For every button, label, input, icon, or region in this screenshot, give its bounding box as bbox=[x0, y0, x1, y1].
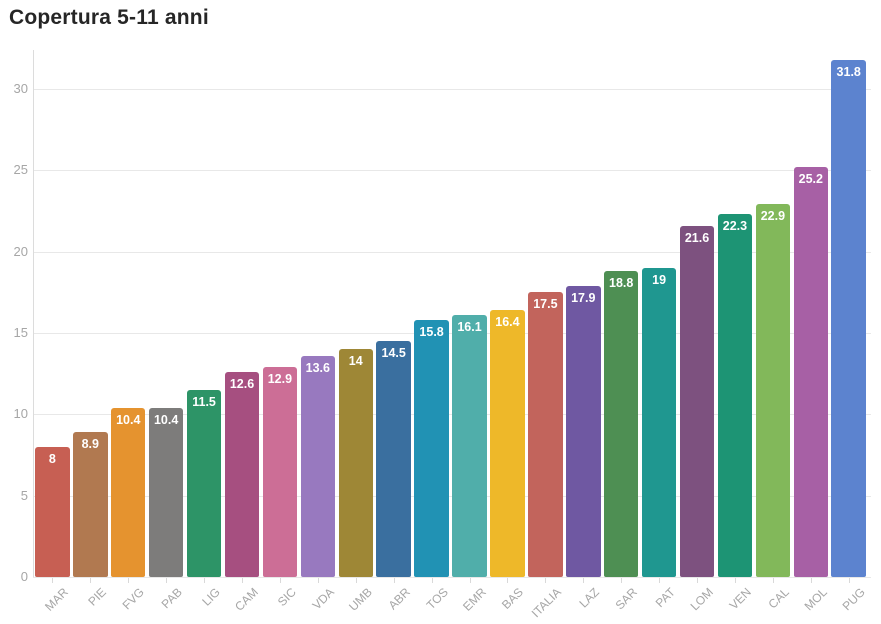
x-axis-tick bbox=[469, 578, 471, 583]
x-axis-tick bbox=[204, 578, 206, 583]
x-axis-tick bbox=[507, 578, 509, 583]
x-axis-tick bbox=[659, 578, 661, 583]
gridline-30 bbox=[33, 88, 871, 90]
y-axis-tick-label: 25 bbox=[13, 162, 28, 178]
bar-VDA bbox=[300, 355, 336, 577]
y-axis-tick-label: 15 bbox=[13, 324, 28, 340]
bar-value-label: 16.1 bbox=[457, 320, 482, 335]
y-axis-line bbox=[33, 50, 34, 577]
x-axis-tick bbox=[166, 578, 168, 583]
bar-value-label: 31.8 bbox=[836, 64, 861, 79]
bar-CAM bbox=[224, 371, 260, 577]
bar-FVG bbox=[110, 407, 146, 577]
bar-PUG bbox=[831, 59, 866, 577]
bar-SAR bbox=[603, 271, 639, 577]
gridline-0 bbox=[33, 577, 871, 578]
y-axis-tick-label: 0 bbox=[20, 569, 28, 584]
x-axis-tick bbox=[697, 578, 699, 583]
bar-value-label: 19 bbox=[652, 272, 667, 287]
gridline-20 bbox=[33, 251, 871, 253]
bar-LIG bbox=[186, 389, 222, 577]
bar-value-label: 25.2 bbox=[798, 171, 823, 186]
bar-MOL bbox=[793, 166, 829, 577]
bar-value-label: 17.9 bbox=[571, 290, 596, 305]
x-axis-tick bbox=[621, 578, 623, 583]
bar-value-label: 14 bbox=[348, 354, 363, 369]
bar-LOM bbox=[679, 225, 715, 577]
x-axis-tick bbox=[431, 578, 433, 583]
x-axis-tick bbox=[90, 578, 92, 583]
y-axis-tick-label: 30 bbox=[13, 80, 28, 96]
bar-value-label: 18.8 bbox=[609, 276, 634, 291]
bar-value-label: 14.5 bbox=[381, 346, 406, 361]
x-axis-tick bbox=[772, 578, 774, 583]
x-axis-tick-label: MAR bbox=[42, 585, 72, 614]
x-axis-tick bbox=[810, 578, 812, 583]
bar-value-label: 22.3 bbox=[722, 219, 748, 234]
bar-value-label: 13.6 bbox=[305, 360, 330, 375]
bar-LAZ bbox=[566, 285, 601, 577]
x-axis-tick bbox=[242, 578, 243, 583]
x-axis-tick bbox=[545, 578, 547, 583]
bar-value-label: 16.4 bbox=[495, 315, 520, 330]
bar-UMB bbox=[338, 349, 373, 577]
x-axis-tick bbox=[52, 578, 54, 583]
x-axis-tick bbox=[583, 578, 585, 583]
bar-PAB bbox=[148, 407, 184, 577]
x-axis-tick bbox=[128, 578, 130, 583]
x-axis-tick bbox=[734, 578, 736, 583]
bar-PAT bbox=[641, 267, 677, 577]
x-axis-tick bbox=[317, 578, 319, 583]
bar-BAS bbox=[490, 310, 525, 577]
bar-EMR bbox=[452, 315, 487, 577]
x-axis-tick bbox=[279, 578, 281, 583]
bar-TOS bbox=[414, 319, 449, 577]
bar-value-label: 8 bbox=[48, 451, 56, 466]
y-axis-tick-label: 20 bbox=[13, 243, 28, 259]
y-axis-tick-label: 10 bbox=[13, 406, 28, 422]
bar-CAL bbox=[755, 204, 791, 577]
bar-value-label: 21.6 bbox=[684, 230, 710, 245]
gridline-5 bbox=[33, 495, 871, 497]
gridline-10 bbox=[33, 414, 871, 416]
bar-value-label: 15.8 bbox=[419, 324, 444, 339]
gridline-25 bbox=[33, 170, 871, 172]
bar-value-label: 10.4 bbox=[153, 412, 179, 427]
bar-PIE bbox=[73, 432, 108, 577]
gridline-15 bbox=[33, 332, 871, 334]
bar-value-label: 22.9 bbox=[760, 209, 786, 224]
bar-value-label: 17.5 bbox=[533, 297, 558, 312]
bar-ITALIA bbox=[528, 292, 563, 577]
chart-title: Copertura 5-11 anni bbox=[9, 6, 209, 29]
bar-value-label: 8.9 bbox=[81, 437, 99, 452]
bar-ABR bbox=[376, 341, 411, 577]
y-axis-tick-label: 5 bbox=[20, 487, 28, 503]
bar-VEN bbox=[717, 214, 753, 577]
x-axis-tick bbox=[393, 578, 395, 583]
bar-value-label: 12.6 bbox=[229, 376, 255, 391]
bar-MAR bbox=[35, 446, 70, 577]
bar-value-label: 11.5 bbox=[192, 394, 216, 409]
bar-value-label: 10.4 bbox=[116, 412, 141, 427]
bar-value-label: 12.9 bbox=[267, 372, 293, 387]
x-axis-tick bbox=[355, 578, 357, 583]
bar-SIC bbox=[262, 367, 298, 577]
x-axis-tick bbox=[848, 578, 850, 583]
